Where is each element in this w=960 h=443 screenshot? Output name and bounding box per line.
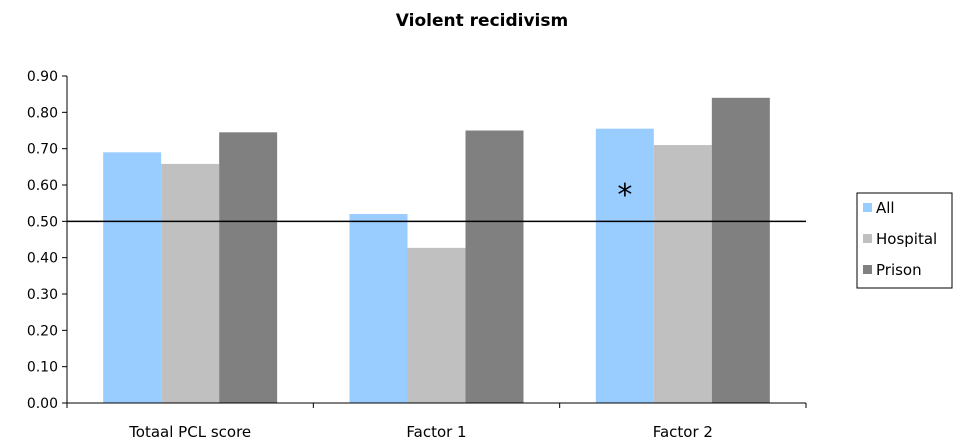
significance-asterisk: * <box>617 178 632 213</box>
x-category-label: Factor 1 <box>406 423 466 441</box>
legend: All Hospital Prison <box>856 192 953 289</box>
chart-title: Violent recidivism <box>396 11 568 31</box>
y-tick-label: 0.80 <box>27 105 58 121</box>
legend-swatch-hospital <box>863 234 872 243</box>
bar-all <box>103 152 162 403</box>
bar-hospital <box>653 145 712 404</box>
y-tick-label: 0.40 <box>27 251 58 267</box>
y-tick-label: 0.70 <box>27 142 58 158</box>
y-tick-label: 0.00 <box>27 396 58 412</box>
bar-hospital <box>161 163 220 403</box>
bar-prison <box>465 130 524 403</box>
legend-label-all: All <box>876 199 895 217</box>
y-tick-label: 0.20 <box>27 323 58 339</box>
legend-swatch-prison <box>863 265 872 274</box>
bar-all <box>349 214 408 403</box>
y-tick-label: 0.60 <box>27 178 58 194</box>
legend-box <box>856 192 953 289</box>
x-category-label: Totaal PCL score <box>128 423 251 441</box>
bar-hospital <box>407 247 466 403</box>
bars <box>103 97 770 404</box>
legend-label-prison: Prison <box>876 261 922 279</box>
x-axis: Totaal PCL score Factor 1 Factor 2 <box>66 402 807 441</box>
bar-prison <box>219 132 278 404</box>
legend-label-hospital: Hospital <box>876 230 937 248</box>
annotations: * <box>617 178 632 213</box>
y-tick-label: 0.90 <box>27 69 58 85</box>
y-tick-label: 0.10 <box>27 360 58 376</box>
bar-prison <box>711 97 770 404</box>
legend-swatch-all <box>863 203 872 212</box>
y-tick-label: 0.50 <box>27 214 58 230</box>
x-category-label: Factor 2 <box>653 423 713 441</box>
y-axis: 0.00 0.10 0.20 0.30 0.40 0.50 0.60 0.70 0.80 0.90 <box>27 69 68 412</box>
y-tick-label: 0.30 <box>27 287 58 303</box>
bar-all <box>595 128 654 403</box>
